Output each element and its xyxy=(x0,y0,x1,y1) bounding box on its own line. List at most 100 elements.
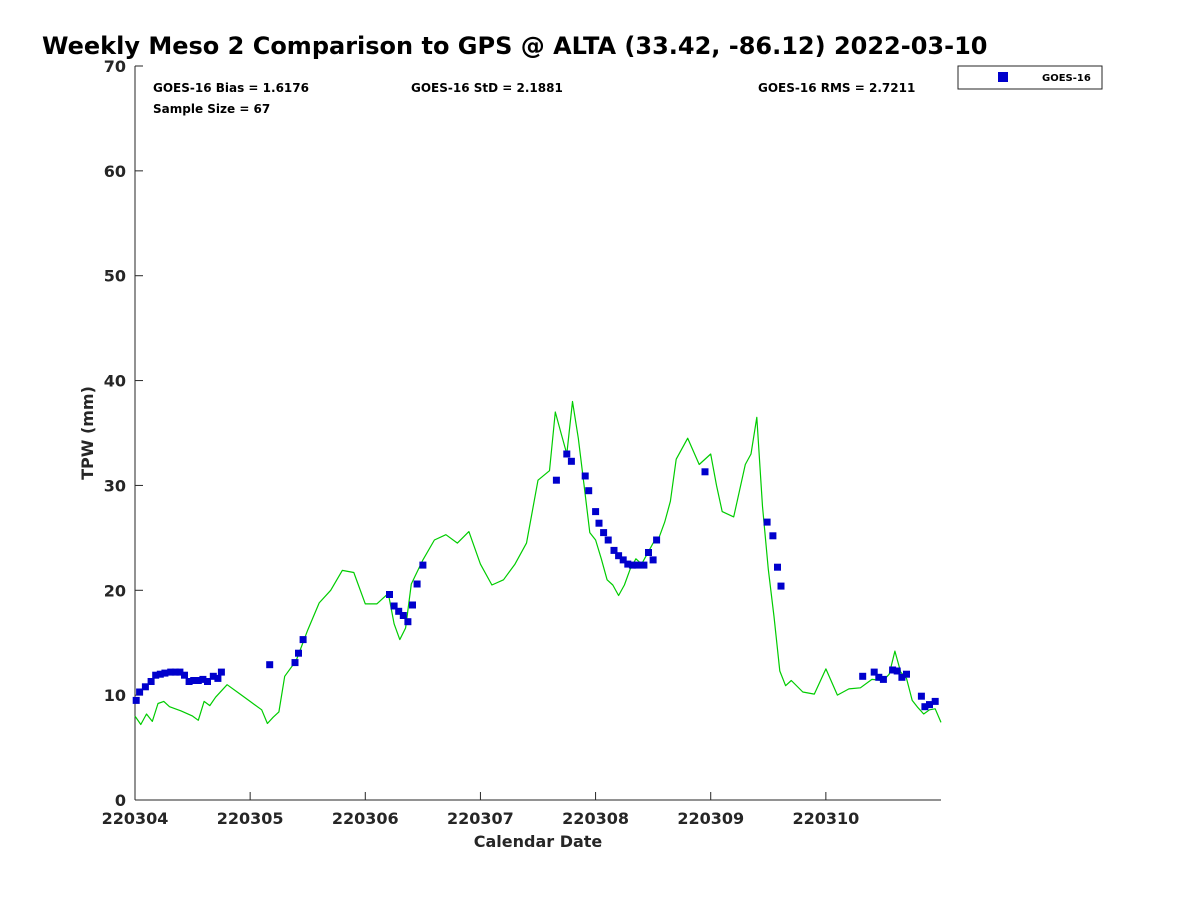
goes-16-point xyxy=(774,563,781,571)
goes-16-point xyxy=(176,668,184,676)
goes-16-point xyxy=(653,536,661,544)
y-tick-label-30: 30 xyxy=(104,476,126,495)
goes-16-point xyxy=(147,678,155,685)
goes-16-point xyxy=(190,677,198,684)
goes-16-point xyxy=(628,561,636,569)
y-tick-label-70: 70 xyxy=(104,57,126,76)
goes-16-point xyxy=(600,529,608,537)
goes-16-point xyxy=(136,688,144,696)
goes-16-point xyxy=(595,519,603,527)
y-tick-label-10: 10 xyxy=(104,686,126,705)
goes-16-point xyxy=(777,582,785,590)
x-axis-label: Calendar Date xyxy=(474,832,603,851)
goes-16-point xyxy=(214,674,222,682)
x-tick-label-220309: 220309 xyxy=(677,809,744,828)
x-tick-label-220308: 220308 xyxy=(562,809,629,828)
x-tick-label-220310: 220310 xyxy=(792,809,859,828)
stat-std: GOES-16 StD = 2.1881 xyxy=(411,81,563,95)
goes-16-point xyxy=(563,450,571,458)
goes-16-point xyxy=(921,703,929,711)
goes-16-point xyxy=(893,667,901,675)
goes-16-point xyxy=(295,649,302,657)
x-tick-label-220306: 220306 xyxy=(332,809,399,828)
goes-16-point xyxy=(194,677,202,684)
x-axis-ticks: 220304 220305 220306 220307 220308 220309 2203… xyxy=(102,792,859,828)
goes-16-point xyxy=(299,636,307,644)
stat-bias: GOES-16 Bias = 1.6176 xyxy=(153,81,309,95)
goes-16-point xyxy=(615,552,623,560)
goes-16-point xyxy=(649,556,657,564)
goes-16-series xyxy=(132,450,939,711)
goes-16-point xyxy=(152,671,160,679)
goes-16-point xyxy=(386,591,393,598)
goes-16-point xyxy=(640,561,648,569)
stats-annotations: GOES-16 Bias = 1.6176 GOES-16 StD = 2.18… xyxy=(153,81,915,116)
goes-16-point xyxy=(399,612,407,619)
stat-sample-size: Sample Size = 67 xyxy=(153,102,270,116)
goes-16-point xyxy=(567,457,575,465)
goes-16-point xyxy=(926,701,933,709)
goes-16-point xyxy=(171,668,179,676)
legend: GOES-16 xyxy=(957,65,1103,90)
goes-16-point xyxy=(266,661,274,669)
goes-16-point xyxy=(619,556,627,564)
y-tick-label-20: 20 xyxy=(104,581,126,600)
y-tick-label-50: 50 xyxy=(104,267,126,286)
goes-16-point xyxy=(167,668,175,676)
y-tick-label-60: 60 xyxy=(104,162,126,181)
goes-16-point xyxy=(161,669,169,677)
goes-16-point xyxy=(291,659,299,667)
goes-16-point xyxy=(132,696,140,704)
goes-16-point xyxy=(390,602,398,610)
y-axis-ticks: 0 10 20 30 40 50 60 70 xyxy=(104,57,143,810)
x-tick-label-220307: 220307 xyxy=(447,809,514,828)
goes-16-point xyxy=(395,607,403,615)
chart-title: Weekly Meso 2 Comparison to GPS @ ALTA (… xyxy=(42,32,987,60)
legend-label-goes-16: GOES-16 xyxy=(1042,73,1091,84)
goes-16-point xyxy=(879,675,887,683)
goes-16-point xyxy=(610,546,618,554)
gps-series xyxy=(134,400,942,726)
goes-16-point xyxy=(581,472,589,480)
goes-16-point xyxy=(185,678,193,685)
goes-16-point xyxy=(552,476,560,484)
legend-box xyxy=(957,65,1103,90)
goes-16-point xyxy=(624,560,632,568)
goes-16-point xyxy=(419,561,427,569)
goes-16-point xyxy=(181,671,188,679)
stat-rms: GOES-16 RMS = 2.7211 xyxy=(758,81,915,95)
goes-16-point xyxy=(917,692,925,700)
y-tick-label-0: 0 xyxy=(115,791,126,810)
goes-16-point xyxy=(859,672,867,680)
goes-16-point xyxy=(931,697,939,705)
goes-16-point xyxy=(156,670,164,678)
goes-16-point xyxy=(769,532,777,540)
goes-16-point xyxy=(413,580,421,588)
goes-16-point xyxy=(585,487,593,495)
goes-16-point xyxy=(141,683,149,691)
y-tick-label-40: 40 xyxy=(104,372,126,391)
goes-16-point xyxy=(209,672,217,680)
goes-16-point xyxy=(409,601,416,609)
goes-16-point xyxy=(592,508,600,516)
x-tick-label-220304: 220304 xyxy=(102,809,169,828)
goes-16-point xyxy=(701,468,709,476)
goes-16-point xyxy=(604,536,612,544)
gps-line xyxy=(134,400,942,726)
goes-16-point xyxy=(217,668,225,676)
goes-16-point xyxy=(898,673,906,681)
goes-16-point xyxy=(404,618,412,626)
x-tick-label-220305: 220305 xyxy=(217,809,284,828)
plot-area xyxy=(134,66,941,801)
goes-16-point xyxy=(889,666,897,674)
goes-16-point xyxy=(870,668,878,676)
goes-16-point xyxy=(903,670,910,678)
goes-16-point xyxy=(199,675,207,683)
goes-16-point xyxy=(645,549,652,556)
goes-16-point xyxy=(204,678,211,685)
goes-16-point xyxy=(633,561,641,569)
goes-16-point xyxy=(763,518,771,526)
goes-16-point xyxy=(875,673,883,681)
legend-marker-goes-16 xyxy=(998,72,1008,82)
